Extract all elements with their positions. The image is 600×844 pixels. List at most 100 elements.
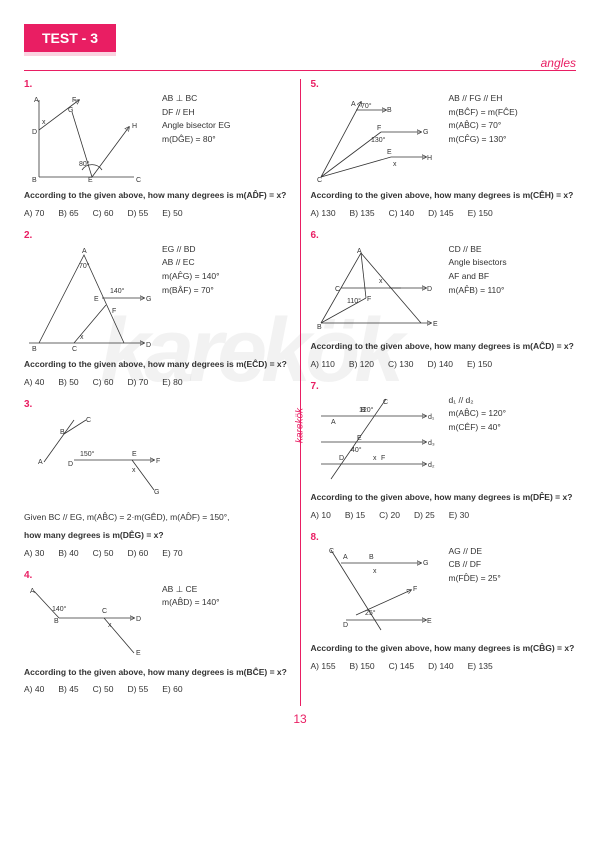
svg-text:d₁: d₁ bbox=[428, 414, 435, 421]
svg-text:E: E bbox=[427, 618, 432, 625]
q5-choices: A) 130B) 135 C) 140D) 145 E) 150 bbox=[311, 208, 577, 218]
svg-text:A: A bbox=[30, 588, 35, 595]
question-2: 2. A 70° B C D E F G 140° x bbox=[24, 230, 290, 387]
q8-diagram: A G B x C D E F 25° bbox=[311, 545, 439, 637]
svg-text:C: C bbox=[72, 346, 77, 353]
svg-text:E: E bbox=[88, 177, 93, 184]
right-column: 5. A B 70° F G 130° E H x C AB // FG // … bbox=[311, 79, 577, 706]
q2-prompt: According to the given above, how many d… bbox=[24, 359, 290, 371]
q4-choices: A) 40B) 45 C) 50D) 55 E) 60 bbox=[24, 684, 290, 694]
svg-text:130°: 130° bbox=[371, 136, 386, 144]
question-4: 4. A B 140° C D E x AB ⊥ CE m(AB̂D) = 14… bbox=[24, 570, 290, 695]
svg-text:F: F bbox=[367, 296, 371, 303]
svg-text:G: G bbox=[423, 560, 428, 567]
q8-prompt: According to the given above, how many d… bbox=[311, 643, 577, 655]
q7-choices: A) 10B) 15 C) 20D) 25 E) 30 bbox=[311, 510, 577, 520]
svg-text:A: A bbox=[82, 248, 87, 255]
svg-text:140°: 140° bbox=[52, 605, 67, 613]
q3-number: 3. bbox=[24, 399, 290, 410]
svg-text:E: E bbox=[357, 435, 362, 442]
test-header: TEST - 3 bbox=[24, 24, 116, 52]
svg-text:D: D bbox=[339, 455, 344, 462]
svg-text:F: F bbox=[413, 586, 417, 593]
svg-text:B: B bbox=[32, 346, 37, 353]
svg-text:B: B bbox=[54, 618, 59, 625]
svg-text:B: B bbox=[369, 554, 374, 561]
q8-choices: A) 155B) 150 C) 145D) 140 E) 135 bbox=[311, 661, 577, 671]
svg-text:C: C bbox=[335, 286, 340, 293]
q3-prompt: how many degrees is m(DÊG) = x? bbox=[24, 530, 290, 542]
svg-text:120°: 120° bbox=[359, 406, 374, 414]
svg-text:D: D bbox=[32, 129, 37, 136]
svg-text:B: B bbox=[317, 324, 322, 331]
svg-text:x: x bbox=[393, 161, 397, 168]
q6-diagram: A B E C D x F 110° bbox=[311, 243, 439, 335]
svg-text:E: E bbox=[433, 321, 438, 328]
q7-diagram: d₁ A B d₂ d₃ C 120° D E 40° F x bbox=[311, 394, 439, 486]
page-number: 13 bbox=[24, 712, 576, 726]
svg-text:B: B bbox=[32, 177, 37, 184]
svg-text:E: E bbox=[132, 451, 137, 458]
svg-text:D: D bbox=[343, 622, 348, 629]
svg-text:25°: 25° bbox=[365, 609, 376, 617]
q6-prompt: According to the given above, how many d… bbox=[311, 341, 577, 353]
svg-text:D: D bbox=[68, 461, 73, 468]
q1-givens: AB ⊥ BC DF // EH Angle bisector EG m(DĜE… bbox=[162, 92, 231, 146]
q2-number: 2. bbox=[24, 230, 290, 241]
svg-text:E: E bbox=[387, 149, 392, 156]
svg-text:80°: 80° bbox=[79, 160, 90, 168]
q7-prompt: According to the given above, how many d… bbox=[311, 492, 577, 504]
svg-text:A: A bbox=[38, 459, 43, 466]
svg-text:G: G bbox=[68, 107, 73, 114]
svg-text:x: x bbox=[379, 278, 383, 285]
svg-text:F: F bbox=[112, 308, 116, 315]
svg-text:x: x bbox=[80, 334, 84, 341]
question-3: 3. A B C D 150° E F G x Given BC // EG, … bbox=[24, 399, 290, 558]
svg-text:B: B bbox=[60, 429, 65, 436]
q1-diagram: A B C F D x G H E 80° bbox=[24, 92, 152, 184]
q1-prompt: According to the given above, how many d… bbox=[24, 190, 290, 202]
q2-choices: A) 40B) 50 C) 60D) 70 E) 80 bbox=[24, 377, 290, 387]
q8-givens: AG // DE CB // DF m(FD̂E) = 25° bbox=[449, 545, 501, 586]
svg-text:x: x bbox=[132, 467, 136, 474]
svg-text:C: C bbox=[383, 399, 388, 406]
svg-text:150°: 150° bbox=[80, 450, 95, 458]
svg-text:110°: 110° bbox=[347, 297, 361, 305]
svg-text:G: G bbox=[146, 296, 151, 303]
svg-text:140°: 140° bbox=[110, 287, 125, 295]
question-8: 8. A G B x C D E F 25° AG // DE CB // DF… bbox=[311, 532, 577, 671]
q4-number: 4. bbox=[24, 570, 290, 581]
q7-number: 7. bbox=[311, 381, 577, 392]
svg-text:A: A bbox=[351, 101, 356, 108]
svg-text:D: D bbox=[427, 286, 432, 293]
column-divider bbox=[300, 79, 301, 706]
svg-text:70°: 70° bbox=[361, 102, 372, 110]
svg-text:H: H bbox=[427, 155, 432, 162]
q5-prompt: According to the given above, how many d… bbox=[311, 190, 577, 202]
question-5: 5. A B 70° F G 130° E H x C AB // FG // … bbox=[311, 79, 577, 218]
q2-diagram: A 70° B C D E F G 140° x bbox=[24, 243, 152, 353]
svg-text:H: H bbox=[132, 123, 137, 130]
q1-choices: A) 70B) 65 C) 60D) 55 E) 50 bbox=[24, 208, 290, 218]
left-column: 1. A B C F D x G H E 80° bbox=[24, 79, 290, 706]
q3-diagram: A B C D 150° E F G x bbox=[24, 412, 204, 504]
q3-choices: A) 30B) 40 C) 50D) 60 E) 70 bbox=[24, 548, 290, 558]
svg-text:G: G bbox=[154, 489, 159, 496]
question-7: 7. d₁ A B d₂ d₃ C 120° D E 40° F x d bbox=[311, 381, 577, 520]
q1-number: 1. bbox=[24, 79, 290, 90]
svg-text:G: G bbox=[423, 129, 428, 136]
question-1: 1. A B C F D x G H E 80° bbox=[24, 79, 290, 218]
q6-number: 6. bbox=[311, 230, 577, 241]
svg-text:E: E bbox=[136, 650, 141, 657]
q6-choices: A) 110B) 120 C) 130D) 140 E) 150 bbox=[311, 359, 577, 369]
q5-diagram: A B 70° F G 130° E H x C bbox=[311, 92, 439, 184]
q6-givens: CD // BE Angle bisectors AF and BF m(AF̂… bbox=[449, 243, 507, 297]
q4-givens: AB ⊥ CE m(AB̂D) = 140° bbox=[162, 583, 220, 610]
svg-text:C: C bbox=[86, 417, 91, 424]
svg-text:70°: 70° bbox=[79, 262, 90, 270]
svg-text:B: B bbox=[387, 107, 392, 114]
svg-text:x: x bbox=[373, 455, 377, 462]
q5-givens: AB // FG // EH m(BĈF) = m(FĈE) m(AB̂C) =… bbox=[449, 92, 518, 146]
svg-text:40°: 40° bbox=[351, 446, 362, 454]
topic-label: angles bbox=[24, 56, 576, 71]
